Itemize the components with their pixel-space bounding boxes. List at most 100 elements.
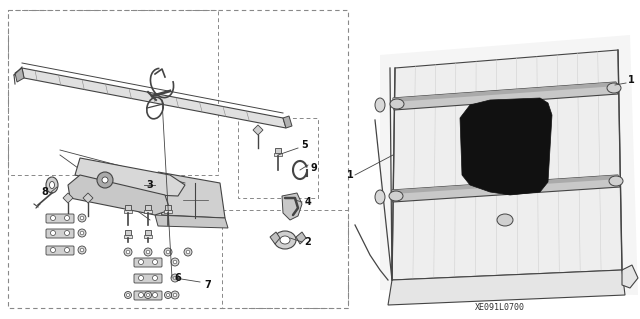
Text: 7: 7 [205, 280, 211, 290]
Text: 1: 1 [347, 170, 353, 180]
Ellipse shape [280, 236, 290, 244]
Circle shape [173, 260, 177, 264]
Bar [145, 230, 151, 235]
Circle shape [166, 250, 170, 254]
Bar [125, 205, 131, 210]
Circle shape [152, 259, 157, 264]
Polygon shape [380, 35, 638, 295]
Ellipse shape [375, 98, 385, 112]
Circle shape [145, 292, 152, 299]
Polygon shape [253, 125, 263, 135]
Text: 5: 5 [301, 140, 308, 150]
Bar [238, 118, 318, 198]
Polygon shape [75, 158, 185, 196]
Circle shape [152, 276, 157, 280]
Ellipse shape [609, 176, 623, 186]
Polygon shape [155, 215, 228, 228]
Polygon shape [296, 232, 306, 244]
Polygon shape [392, 50, 622, 280]
Circle shape [126, 250, 130, 254]
Bar [145, 205, 151, 210]
Circle shape [125, 292, 131, 299]
Bar [8, 10, 218, 175]
Circle shape [78, 246, 86, 254]
Polygon shape [460, 98, 552, 195]
Circle shape [51, 231, 56, 235]
Polygon shape [283, 116, 292, 128]
Circle shape [78, 214, 86, 222]
Circle shape [173, 293, 177, 297]
FancyBboxPatch shape [134, 258, 162, 267]
Circle shape [80, 248, 84, 252]
Text: 1: 1 [628, 75, 635, 85]
Circle shape [144, 248, 152, 256]
Bar [125, 230, 131, 235]
Bar [8, 10, 348, 308]
Circle shape [127, 293, 129, 297]
Polygon shape [83, 193, 93, 203]
Circle shape [146, 250, 150, 254]
Ellipse shape [497, 214, 513, 226]
Circle shape [152, 293, 157, 298]
Circle shape [102, 177, 108, 183]
Bar [144, 210, 152, 213]
Text: 6: 6 [175, 273, 181, 283]
Circle shape [80, 231, 84, 235]
Circle shape [138, 276, 143, 280]
Polygon shape [393, 82, 618, 110]
Polygon shape [68, 175, 170, 215]
Circle shape [171, 274, 179, 282]
Ellipse shape [274, 231, 296, 249]
FancyBboxPatch shape [46, 214, 74, 223]
Ellipse shape [389, 191, 403, 201]
Circle shape [164, 292, 172, 299]
FancyBboxPatch shape [46, 229, 74, 238]
Text: 4: 4 [305, 197, 312, 207]
Circle shape [97, 172, 113, 188]
Polygon shape [282, 193, 302, 220]
Circle shape [184, 248, 192, 256]
Bar [275, 148, 281, 153]
Ellipse shape [49, 182, 54, 189]
Bar [124, 235, 132, 238]
Polygon shape [22, 68, 286, 128]
Polygon shape [393, 82, 617, 102]
Circle shape [138, 259, 143, 264]
Circle shape [51, 248, 56, 253]
FancyBboxPatch shape [134, 274, 162, 283]
Bar [274, 153, 282, 156]
Circle shape [124, 248, 132, 256]
Circle shape [166, 293, 170, 297]
Ellipse shape [390, 99, 404, 109]
Polygon shape [158, 172, 225, 218]
Ellipse shape [375, 190, 385, 204]
Ellipse shape [607, 83, 621, 93]
Text: XE091L0700: XE091L0700 [475, 303, 525, 313]
Polygon shape [388, 270, 625, 305]
FancyBboxPatch shape [46, 246, 74, 255]
Bar [144, 235, 152, 238]
Circle shape [173, 276, 177, 280]
Circle shape [171, 291, 179, 299]
Bar [222, 210, 348, 308]
Circle shape [51, 216, 56, 220]
Circle shape [138, 293, 143, 298]
Text: 9: 9 [310, 163, 317, 173]
Polygon shape [392, 175, 620, 202]
Bar [124, 210, 132, 213]
Ellipse shape [46, 177, 58, 193]
Bar [164, 210, 172, 213]
Circle shape [65, 231, 70, 235]
Circle shape [186, 250, 190, 254]
FancyBboxPatch shape [134, 291, 162, 300]
Text: 2: 2 [305, 237, 312, 247]
Polygon shape [63, 193, 73, 203]
Polygon shape [622, 265, 638, 288]
Polygon shape [392, 175, 619, 194]
Text: 8: 8 [42, 187, 49, 197]
Circle shape [164, 248, 172, 256]
Polygon shape [270, 232, 280, 244]
Circle shape [171, 258, 179, 266]
Text: 3: 3 [147, 180, 154, 190]
Bar [165, 205, 171, 210]
